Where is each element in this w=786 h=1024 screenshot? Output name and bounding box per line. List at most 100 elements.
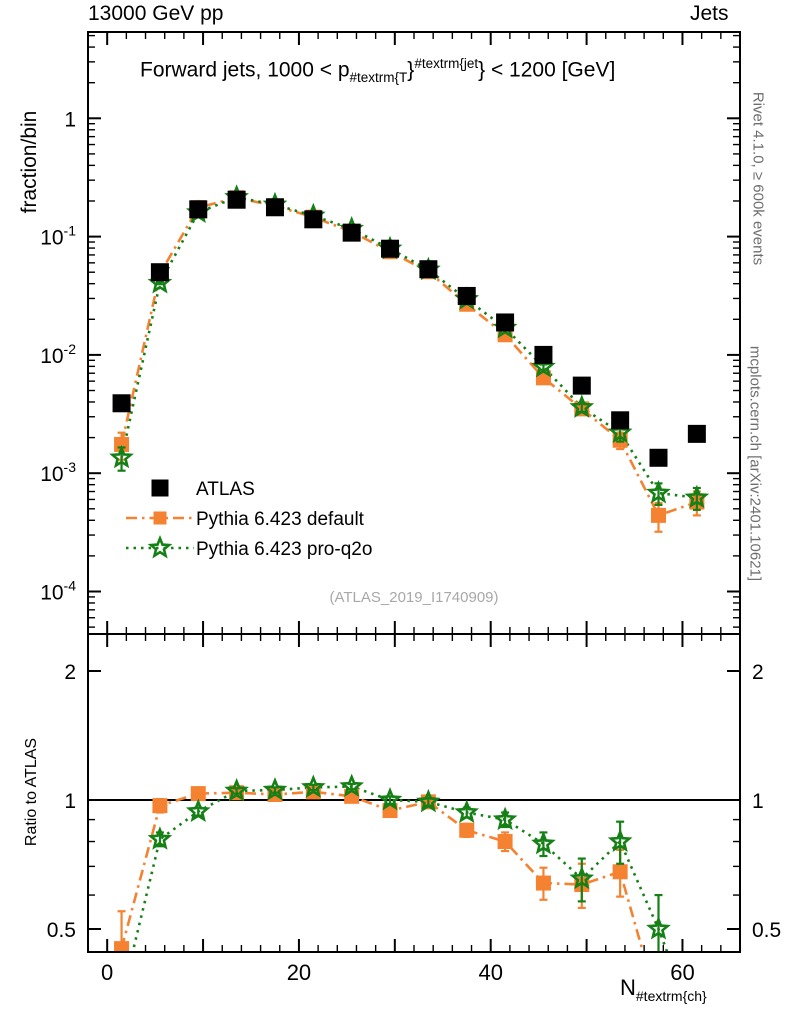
main-point-atlas [534, 345, 553, 364]
main-point [531, 354, 556, 378]
main-marker-square-atlas [457, 286, 476, 305]
ratio-point [689, 1006, 704, 1024]
legend-entry[interactable]: ATLAS [151, 479, 255, 500]
ratio-marker-star [454, 799, 480, 823]
main-title: Forward jets, 1000 < p#textrm{T}#textrm{… [140, 56, 615, 85]
legend-entry[interactable]: Pythia 6.423 default [126, 509, 365, 530]
ratio-marker-star [147, 826, 173, 850]
ratio-marker-square [497, 834, 513, 850]
ratio-point [185, 798, 211, 823]
main-series-group [109, 184, 710, 533]
ratio-point [339, 773, 365, 798]
main-marker-square-atlas [112, 394, 131, 413]
main-marker-square-atlas [534, 345, 553, 364]
xaxis-label-main: N [620, 975, 636, 1000]
main-point-atlas [381, 239, 400, 258]
main-point-atlas [687, 424, 706, 443]
ratio-marker-star [300, 774, 326, 798]
ratio-marker-star [377, 787, 403, 811]
dataset-watermark: (ATLAS_2019_I1740909) [329, 589, 498, 606]
main-point [109, 444, 134, 472]
main-point [569, 394, 595, 418]
main-marker-square-atlas [227, 190, 246, 209]
ratio-marker-star [569, 865, 595, 890]
ratio-point [114, 910, 130, 951]
ratio-line-pythia-6-423-default [120, 790, 645, 951]
main-marker-square-atlas [687, 424, 706, 443]
main-ytick-label: 10-1 [40, 223, 76, 250]
ratio-series-group [88, 773, 740, 1024]
main-marker-square-atlas [496, 313, 515, 332]
ratio-marker-square [114, 941, 130, 951]
main-ytick-exponent: -4 [64, 578, 77, 594]
xaxis-label: N#textrm{ch} [620, 975, 707, 1004]
ratio-marker-star [262, 777, 288, 801]
xaxis-label-subscript: #textrm{ch} [635, 987, 707, 1004]
main-marker-square [651, 507, 666, 523]
ratio-marker-star [185, 798, 211, 823]
legend-marker-square [151, 479, 169, 497]
main-marker-square-atlas [189, 200, 208, 219]
xaxis-tick-label: 0 [101, 960, 113, 985]
ratio-ytick-label: 2 [64, 661, 76, 684]
ratio-marker-square [612, 864, 628, 880]
plot-frames [87, 31, 741, 953]
title-brace-1: } [407, 58, 415, 82]
ratio-point [454, 799, 480, 823]
ratio-point [152, 797, 168, 814]
ratio-point [688, 995, 706, 1024]
main-ytick-exponent: -1 [64, 223, 77, 239]
main-ytick-label: 10-3 [40, 459, 76, 486]
ratio-marker-star [646, 916, 671, 940]
ratio-point [569, 857, 595, 903]
ratio-point [190, 786, 206, 802]
ratio-point [531, 830, 556, 858]
main-marker-star [109, 444, 134, 469]
ratio-marker-star [224, 777, 249, 802]
ratio-marker-star [113, 989, 131, 1006]
ratio-point [492, 806, 518, 831]
main-point-atlas [150, 263, 169, 282]
ratio-marker-star [416, 788, 441, 813]
legend-marker-square [153, 511, 167, 525]
main-marker-star [531, 354, 556, 378]
ratio-marker-square [459, 822, 475, 838]
main-marker-square-atlas [265, 198, 284, 217]
ratio-ytick-label-right: 0.5 [752, 919, 781, 942]
ratio-point [535, 866, 551, 901]
ratio-marker-star [607, 828, 633, 853]
main-ytick-label: 10-4 [40, 578, 76, 605]
ratio-ytick-label-right: 1 [752, 790, 764, 813]
main-ytick-label: 10-2 [40, 341, 76, 368]
legend-entry[interactable]: Pythia 6.423 pro-q2o [126, 535, 372, 561]
watermark-group: (ATLAS_2019_I1740909) [329, 589, 498, 606]
ratio-marker-square [535, 875, 551, 891]
main-panel-frame [87, 31, 741, 635]
main-marker-star [684, 484, 710, 509]
ratio-panel-frame [87, 633, 741, 953]
title-brace-2: } [478, 58, 486, 82]
title-subscript-T: #textrm{T [349, 70, 408, 86]
xaxis-tick-label: 40 [478, 960, 502, 985]
main-marker-square-atlas [572, 376, 591, 395]
main-point-atlas [304, 210, 323, 229]
main-marker-square-atlas [649, 448, 668, 467]
ratio-marker-star [531, 830, 556, 855]
ratio-point [224, 777, 249, 802]
header-left: 13000 GeV pp [88, 2, 224, 25]
main-marker-square-atlas [419, 260, 438, 279]
ratio-point [377, 787, 403, 811]
main-marker-square-atlas [150, 263, 169, 282]
header-right: Jets [690, 2, 729, 25]
main-ytick-exponent: -3 [64, 459, 77, 475]
ratio-marker-star [339, 773, 365, 798]
main-point-atlas [112, 394, 131, 413]
axis-ticks [88, 32, 740, 952]
legend-label: Pythia 6.423 pro-q2o [196, 539, 372, 560]
main-marker-star [646, 480, 671, 504]
main-ytick-label: 1 [64, 108, 76, 131]
title-text-b: < 1200 [GeV] [485, 58, 616, 82]
main-line-pythia-6-423-default [120, 196, 698, 517]
main-marker-star [607, 419, 633, 444]
